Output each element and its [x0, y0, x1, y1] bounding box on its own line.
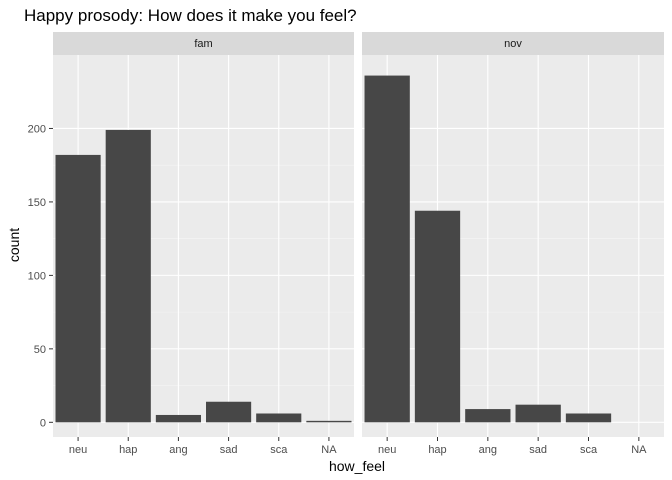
x-tick-label: sca — [580, 444, 598, 456]
facet-strip — [362, 32, 664, 55]
y-tick-label: 100 — [28, 270, 46, 282]
x-tick-label: sad — [529, 444, 547, 456]
bar-fam-NA — [306, 420, 352, 423]
x-tick-label: sad — [220, 444, 238, 456]
facet-panel-fam: neu hap ang sad sca NA fam — [53, 32, 354, 456]
bar-fam-sad — [206, 401, 252, 423]
x-tick-label: NA — [631, 444, 647, 456]
x-axis-title: how_feel — [329, 458, 385, 474]
bar-nov-neu — [364, 75, 410, 423]
y-tick-label: 50 — [34, 344, 46, 356]
panel-background — [53, 55, 354, 437]
x-tick-label: hap — [428, 444, 446, 456]
x-tick-label: NA — [321, 444, 337, 456]
x-tick-label: ang — [479, 444, 497, 456]
bar-nov-hap — [414, 210, 461, 423]
facet-panel-nov: neu hap ang sad sca NA nov — [362, 32, 664, 456]
x-tick-label: ang — [169, 444, 187, 456]
x-tick-label: neu — [69, 444, 87, 456]
facet-strip-label: nov — [504, 38, 522, 50]
y-axis-title: count — [6, 228, 22, 262]
bar-nov-sad — [515, 404, 561, 423]
x-tick-label: sca — [270, 444, 288, 456]
panel-background — [362, 55, 664, 437]
y-tick-label: 0 — [40, 417, 46, 429]
bar-fam-neu — [55, 154, 101, 423]
facet-strip — [53, 32, 354, 55]
x-tick-label: neu — [378, 444, 396, 456]
bar-nov-sca — [565, 413, 612, 423]
chart-title: Happy prosody: How does it make you feel… — [24, 6, 357, 25]
bar-fam-ang — [155, 414, 201, 423]
x-tick-label: hap — [119, 444, 137, 456]
facet-strip-label: fam — [194, 38, 212, 50]
y-axis: 0 50 100 150 200 — [28, 123, 53, 429]
y-tick-label: 200 — [28, 123, 46, 135]
bar-nov-ang — [465, 409, 511, 423]
facet-panels: neu hap ang sad sca NA fam neu hap ang sad sca NA nov — [53, 32, 664, 456]
bar-fam-sca — [256, 413, 302, 423]
y-tick-label: 150 — [28, 197, 46, 209]
bar-fam-hap — [105, 129, 151, 423]
